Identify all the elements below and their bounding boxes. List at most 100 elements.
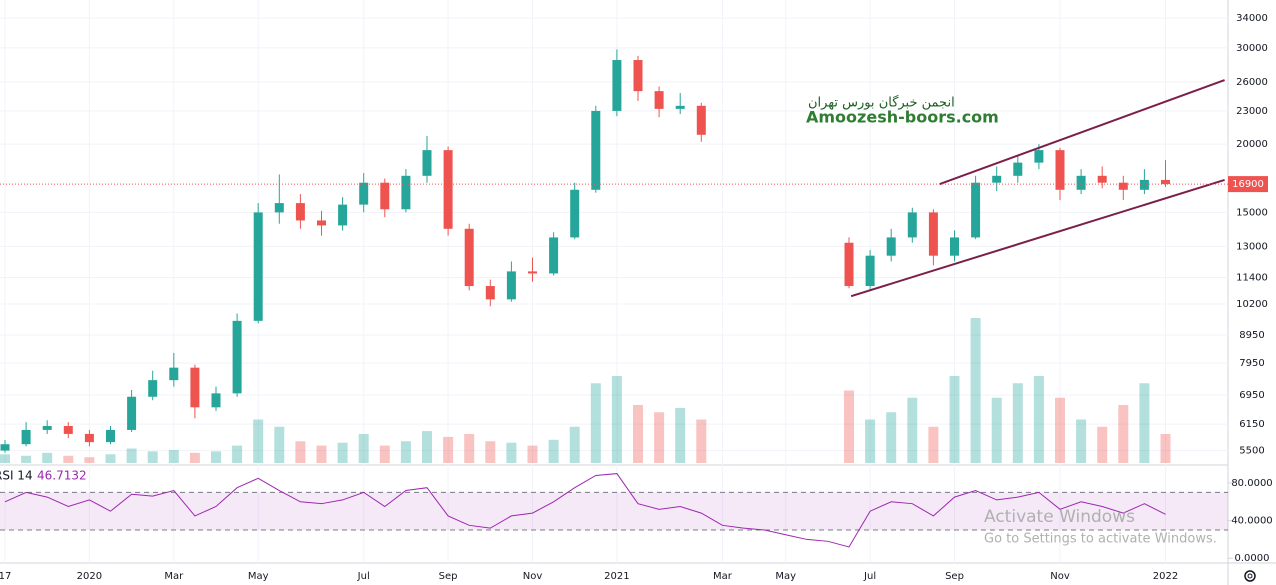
volume-bar [970,318,981,463]
rsi-value: 46.7132 [37,469,87,483]
candle-body [106,429,115,443]
x-tick-label: 2020 [77,571,102,582]
volume-bar [1012,383,1023,463]
candle-body [63,426,73,434]
y-tick-label: 10200 [1236,299,1268,310]
volume-bar [1139,383,1150,463]
volume-bar [527,445,538,463]
rsi-tick-label: 80.0000 [1231,478,1272,489]
y-tick-label: 30000 [1236,43,1268,54]
settings-icon[interactable] [1244,570,1256,582]
volume-bar [590,383,601,463]
x-tick-label: Sep [945,571,964,582]
candle-body [232,320,242,394]
os-overlay-subtitle: Go to Settings to activate Windows. [984,532,1217,547]
volume-bar [633,405,643,463]
volume-bar [569,426,580,463]
candle-body [506,271,516,300]
candle-body [865,255,875,287]
candle-body [675,105,685,109]
candle-body [696,105,706,135]
x-tick-label: 2021 [604,571,629,582]
volume-bar [611,376,622,463]
candle-body [84,433,94,443]
candle-body [971,182,981,238]
volume-bar [232,445,243,463]
candle-body [317,220,326,226]
candle-body [401,175,411,210]
candle-body [443,150,453,229]
volume-bar [168,449,179,463]
trendline [939,79,1225,186]
volume-bar [949,376,960,463]
volume-bar [654,412,665,463]
volume [0,318,1171,463]
volume-bar [485,441,496,463]
rsi-line [4,473,1166,548]
volume-bar [400,441,411,463]
y-tick-label: 11400 [1236,273,1268,284]
volume-bar [1097,426,1108,463]
y-tick-label: 26000 [1236,77,1268,88]
candle-body [21,429,31,445]
x-tick-label: May [775,571,796,582]
overlays [0,79,1228,548]
candle-body [1013,162,1023,176]
candle-body [211,393,221,408]
volume-bar [464,434,475,463]
volume-bar [295,441,306,463]
candle-body [0,444,10,451]
volume-bar [886,412,897,463]
volume-bar [42,452,53,463]
candle-body [127,396,137,430]
x-tick-label: Mar [164,571,184,582]
os-overlay-title: Activate Windows [984,507,1135,527]
y-tick-label: 6150 [1239,419,1264,430]
rsi-tick-label: 40.0000 [1231,516,1272,527]
x-tick-label: 17 [0,571,11,582]
grid [0,0,1233,563]
y-tick-label: 13000 [1236,241,1268,252]
candle-body [549,237,559,274]
candle-body [528,271,537,274]
candle-body [464,228,474,287]
candle-body [654,91,664,109]
volume-bar [907,397,918,463]
volume-bar [0,454,10,463]
candle-body [1118,182,1128,190]
y-tick-label: 15000 [1236,207,1268,218]
volume-bar [358,434,369,463]
x-tick-label: Sep [439,571,458,582]
volume-bar [147,451,158,463]
x-tick-label: Jul [357,571,370,582]
candle-body [1034,150,1044,163]
candle-body [1139,179,1149,190]
volume-bar [675,407,686,463]
volume-bar [21,455,32,463]
last-price-label: 16900 [1232,179,1264,190]
candle-body [190,367,200,408]
candle-body [907,212,917,238]
candle-body [633,60,643,92]
candle-body [338,204,348,226]
candle-body [950,237,959,256]
volume-bar [696,419,707,463]
volume-bar [337,442,348,463]
x-tick-label: Mar [713,571,733,582]
volume-bar [126,448,137,463]
candle-body [992,175,1002,183]
volume-bar [63,455,74,463]
x-tick-label: May [248,571,269,582]
y-tick-label: 6950 [1239,390,1264,401]
candle-body [253,212,263,321]
volume-bar [316,445,327,463]
volume-bar [1055,397,1065,463]
volume-bar [865,419,876,463]
watermark-en: Amoozesh-boors.com [806,108,999,127]
rsi-tick-label: 0.0000 [1235,553,1270,564]
candle-body [928,212,938,256]
volume-bar [844,390,854,463]
volume-bar [84,457,95,463]
volume-bar [189,452,200,463]
